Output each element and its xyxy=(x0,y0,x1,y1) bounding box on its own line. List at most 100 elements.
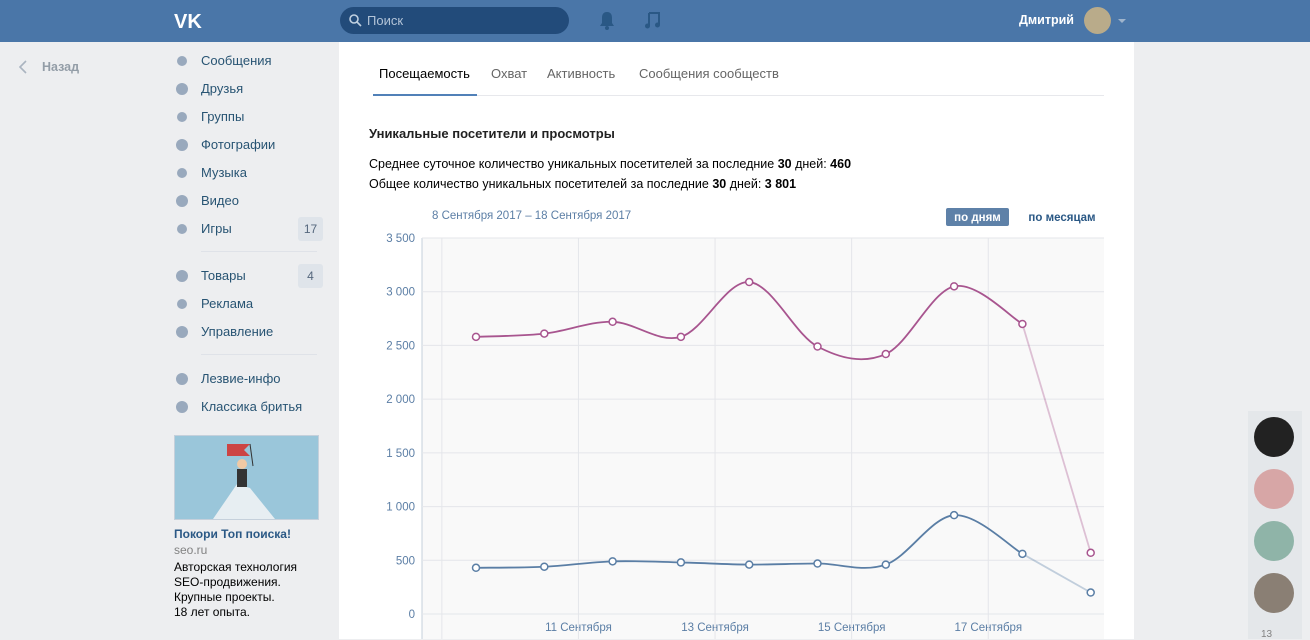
friend-avatar[interactable] xyxy=(1254,521,1294,561)
logo[interactable]: VK xyxy=(174,11,208,31)
y-tick-label: 3 000 xyxy=(386,287,415,299)
menu-icon xyxy=(176,401,188,413)
separator xyxy=(201,251,317,252)
menu-icon xyxy=(177,56,187,66)
menu-item[interactable]: Управление xyxy=(174,322,324,342)
menu-badge: 17 xyxy=(298,217,323,241)
svg-text:VK: VK xyxy=(174,11,202,31)
data-point[interactable] xyxy=(881,560,891,569)
y-tick-label: 2 000 xyxy=(386,394,415,406)
data-point[interactable] xyxy=(540,329,549,338)
menu-item[interactable]: Музыка xyxy=(174,163,324,183)
friend-avatar[interactable] xyxy=(1254,469,1294,509)
menu-icon xyxy=(177,168,187,178)
data-point[interactable] xyxy=(744,277,754,287)
menu-icon xyxy=(177,112,187,122)
friend-avatar[interactable] xyxy=(1254,417,1294,457)
online-friends: 13 xyxy=(1248,411,1302,640)
menu-item[interactable]: Группы xyxy=(174,107,324,127)
menu-item[interactable]: Игры 17 xyxy=(174,217,324,241)
y-tick-label: 1 500 xyxy=(386,448,415,460)
friend-avatar[interactable] xyxy=(1254,573,1294,613)
y-tick-label: 0 xyxy=(409,609,415,621)
menu-label[interactable]: Реклама xyxy=(201,296,254,311)
menu-item[interactable]: Классика бритья xyxy=(174,397,324,417)
menu-item[interactable]: Друзья xyxy=(174,79,324,99)
ad-line: 18 лет опыта. xyxy=(174,605,250,619)
y-tick-label: 3 500 xyxy=(386,233,415,245)
music-icon[interactable] xyxy=(644,11,662,31)
tab[interactable]: Сообщения сообществ xyxy=(639,66,779,81)
ad-line: SEO-продвижения. xyxy=(174,575,281,589)
ad-image[interactable] xyxy=(174,435,319,520)
search-box[interactable]: Поиск xyxy=(340,7,569,34)
data-point[interactable] xyxy=(881,349,891,359)
y-tick-label: 1 000 xyxy=(386,502,415,514)
menu-label[interactable]: Сообщения xyxy=(201,53,272,68)
ad-illustration xyxy=(213,443,275,519)
menu-label[interactable]: Лезвие-инфо xyxy=(201,371,281,386)
data-point[interactable] xyxy=(1086,588,1095,597)
button-bg[interactable] xyxy=(946,208,1009,226)
data-point[interactable] xyxy=(949,510,959,520)
data-point[interactable] xyxy=(813,559,822,568)
menu-icon xyxy=(177,224,187,234)
menu-item[interactable]: Товары 4 xyxy=(174,264,324,288)
tab[interactable]: Посещаемость xyxy=(379,66,470,81)
menu-icon xyxy=(176,83,188,95)
data-point[interactable] xyxy=(471,563,481,573)
data-point[interactable] xyxy=(744,560,754,569)
data-point[interactable] xyxy=(676,332,686,342)
data-point[interactable] xyxy=(608,317,617,327)
menu-label[interactable]: Управление xyxy=(201,324,274,339)
data-point[interactable] xyxy=(1086,548,1095,558)
tabs-divider xyxy=(373,95,1104,96)
menu-label[interactable]: Классика бритья xyxy=(201,399,303,414)
user-avatar[interactable] xyxy=(1084,7,1111,34)
button[interactable]: по месяцам xyxy=(1028,212,1095,224)
menu-label[interactable]: Товары xyxy=(201,268,246,283)
back-link[interactable]: Назад xyxy=(42,60,80,74)
stat-unit: дней: xyxy=(726,177,765,191)
data-point[interactable] xyxy=(1018,319,1027,329)
button[interactable]: по дням xyxy=(954,212,1001,224)
stat-unit: дней: xyxy=(791,157,831,171)
data-point[interactable] xyxy=(471,332,481,342)
menu-label[interactable]: Друзья xyxy=(201,81,244,96)
ad-line: Авторская технология xyxy=(174,560,298,574)
menu-item[interactable]: Лезвие-инфо xyxy=(174,369,324,389)
ad-domain[interactable]: seo.ru xyxy=(174,543,208,557)
menu-icon xyxy=(176,270,188,282)
online-count: 13 xyxy=(1261,629,1273,640)
menu-item[interactable]: Фотографии xyxy=(174,135,324,155)
bell-icon[interactable] xyxy=(598,11,616,31)
data-point[interactable] xyxy=(949,282,959,291)
menu-item[interactable]: Сообщения xyxy=(174,51,324,71)
tab[interactable]: Охват xyxy=(491,66,528,81)
menu-label[interactable]: Группы xyxy=(201,109,245,124)
stat-text: Общее количество уникальных посетителей … xyxy=(369,177,713,191)
ad-line: Крупные проекты. xyxy=(174,590,275,604)
ad-title[interactable]: Покори Топ поиска! xyxy=(174,527,291,541)
menu-label[interactable]: Видео xyxy=(201,193,239,208)
data-point[interactable] xyxy=(813,342,822,351)
menu-label[interactable]: Игры xyxy=(201,221,232,236)
data-point[interactable] xyxy=(676,558,686,567)
user-name[interactable]: Дмитрий xyxy=(1019,13,1074,27)
menu-label[interactable]: Музыка xyxy=(201,165,247,180)
data-point[interactable] xyxy=(540,562,549,571)
data-point[interactable] xyxy=(1018,549,1027,559)
data-point[interactable] xyxy=(608,557,617,566)
back-arrow[interactable] xyxy=(17,59,29,75)
menu-label[interactable]: Фотографии xyxy=(201,137,276,152)
stat-line: Среднее суточное количество уникальных п… xyxy=(369,157,851,171)
y-tick-label: 2 500 xyxy=(386,340,415,352)
stat-line: Общее количество уникальных посетителей … xyxy=(369,177,796,191)
active-tab-underline xyxy=(373,94,477,96)
tab[interactable]: Активность xyxy=(547,66,616,81)
dropdown-arrow[interactable] xyxy=(1117,18,1127,24)
menu-item[interactable]: Видео xyxy=(174,191,324,211)
chart: 8 Сентября 2017 – 18 Сентября 2017 по дня… xyxy=(386,208,1104,639)
menu-item[interactable]: Реклама xyxy=(174,294,324,314)
